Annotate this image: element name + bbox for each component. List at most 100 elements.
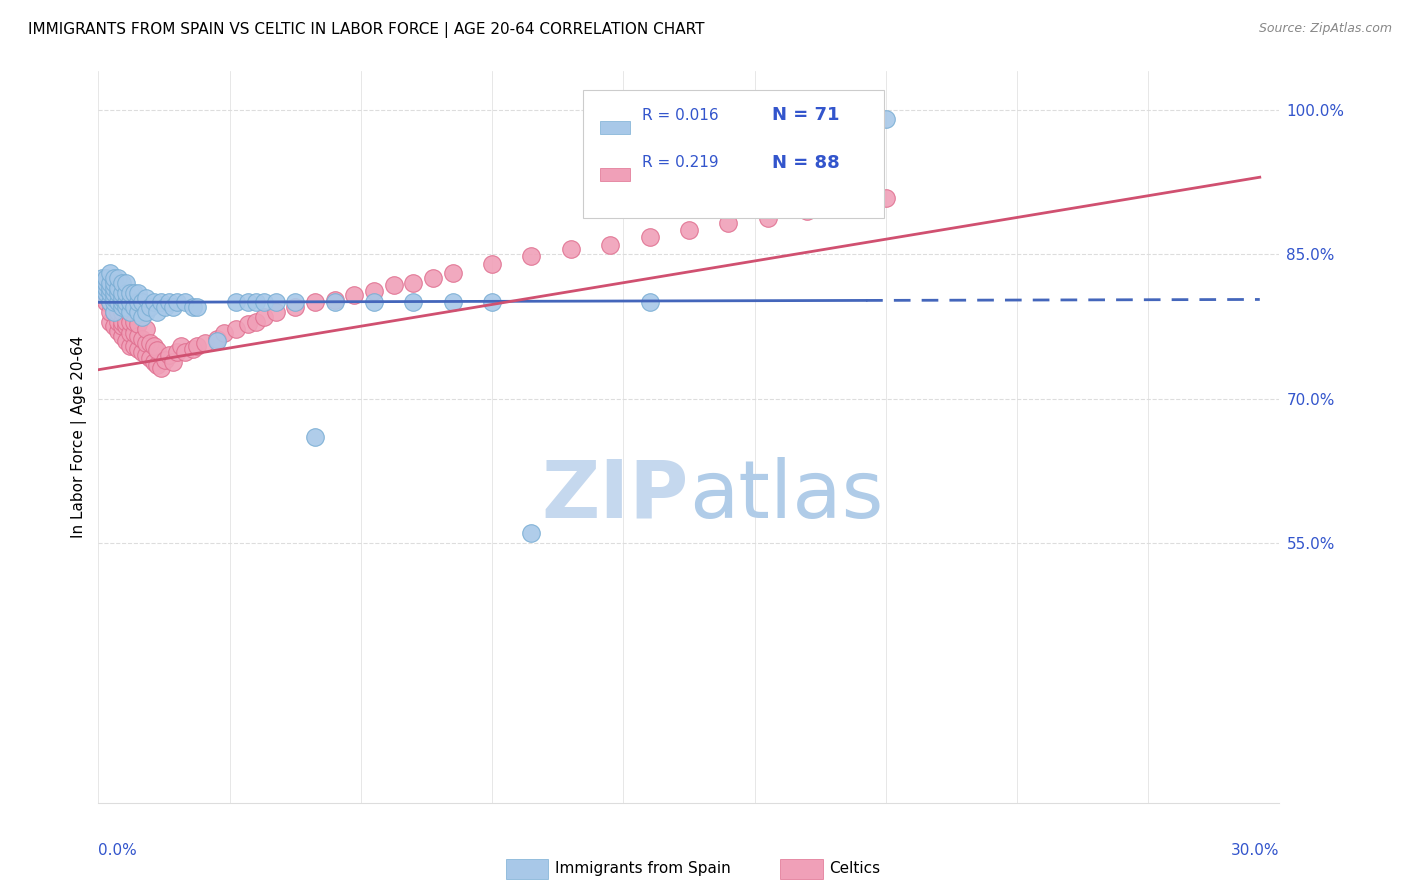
- FancyBboxPatch shape: [582, 90, 884, 218]
- Point: [146, 343, 169, 358]
- Text: IMMIGRANTS FROM SPAIN VS CELTIC IN LABOR FORCE | AGE 20-64 CORRELATION CHART: IMMIGRANTS FROM SPAIN VS CELTIC IN LABOR…: [28, 22, 704, 38]
- Y-axis label: In Labor Force | Age 20-64: In Labor Force | Age 20-64: [72, 336, 87, 538]
- Point: [131, 310, 153, 324]
- Point: [131, 332, 153, 346]
- Point: [98, 315, 121, 329]
- Point: [111, 291, 134, 305]
- Point: [96, 271, 118, 285]
- Point: [96, 276, 118, 290]
- Point: [875, 191, 897, 205]
- Point: [111, 315, 134, 329]
- Point: [118, 305, 141, 319]
- Point: [135, 322, 157, 336]
- Point: [138, 351, 160, 366]
- Point: [96, 281, 118, 295]
- FancyBboxPatch shape: [600, 169, 630, 181]
- Point: [166, 295, 188, 310]
- Text: R = 0.016: R = 0.016: [641, 108, 718, 123]
- Text: N = 88: N = 88: [772, 153, 839, 172]
- Point: [103, 276, 125, 290]
- Point: [363, 295, 385, 310]
- Point: [107, 324, 129, 338]
- Point: [599, 237, 621, 252]
- Text: 0.0%: 0.0%: [98, 843, 138, 858]
- Point: [150, 295, 173, 310]
- Point: [122, 300, 145, 314]
- Point: [103, 271, 125, 285]
- Point: [155, 353, 177, 368]
- Point: [118, 315, 141, 329]
- Point: [118, 326, 141, 340]
- Point: [107, 295, 129, 310]
- Point: [107, 315, 129, 329]
- Point: [103, 295, 125, 310]
- Point: [253, 310, 276, 324]
- Point: [245, 295, 267, 310]
- Point: [122, 285, 145, 300]
- Point: [96, 276, 118, 290]
- Text: Immigrants from Spain: Immigrants from Spain: [555, 862, 731, 876]
- Point: [135, 335, 157, 350]
- Point: [142, 339, 165, 353]
- Point: [107, 305, 129, 319]
- Point: [402, 295, 425, 310]
- Point: [127, 317, 149, 331]
- Point: [118, 305, 141, 319]
- Point: [142, 295, 165, 310]
- Point: [157, 295, 180, 310]
- Point: [122, 326, 145, 340]
- Point: [284, 300, 307, 314]
- Point: [441, 267, 464, 281]
- Point: [135, 305, 157, 319]
- Text: Source: ZipAtlas.com: Source: ZipAtlas.com: [1258, 22, 1392, 36]
- Point: [245, 315, 267, 329]
- Point: [678, 223, 700, 237]
- Point: [520, 526, 543, 541]
- Point: [135, 348, 157, 362]
- Point: [111, 300, 134, 314]
- Point: [118, 339, 141, 353]
- Point: [91, 276, 114, 290]
- Point: [422, 271, 444, 285]
- FancyBboxPatch shape: [600, 120, 630, 134]
- Point: [103, 305, 125, 319]
- Point: [638, 230, 661, 244]
- Point: [107, 271, 129, 285]
- Point: [96, 281, 118, 295]
- Point: [91, 271, 114, 285]
- Point: [115, 276, 138, 290]
- Point: [98, 285, 121, 300]
- Point: [111, 276, 134, 290]
- Point: [875, 112, 897, 127]
- Point: [236, 295, 259, 310]
- Point: [284, 295, 307, 310]
- Point: [103, 276, 125, 290]
- Point: [98, 295, 121, 310]
- Point: [127, 305, 149, 319]
- Point: [520, 249, 543, 263]
- Point: [107, 285, 129, 300]
- Point: [138, 335, 160, 350]
- Point: [115, 300, 138, 314]
- Point: [181, 342, 204, 356]
- Point: [96, 295, 118, 310]
- Point: [115, 334, 138, 348]
- Text: 30.0%: 30.0%: [1232, 843, 1279, 858]
- Point: [205, 332, 228, 346]
- Point: [96, 285, 118, 300]
- Point: [98, 276, 121, 290]
- Point: [214, 326, 236, 340]
- Point: [717, 216, 740, 230]
- Point: [382, 278, 405, 293]
- Point: [441, 295, 464, 310]
- Point: [111, 295, 134, 310]
- Point: [155, 300, 177, 314]
- Point: [98, 305, 121, 319]
- Point: [131, 345, 153, 359]
- Point: [264, 295, 287, 310]
- Point: [127, 329, 149, 343]
- Point: [174, 345, 197, 359]
- Point: [107, 281, 129, 295]
- Point: [135, 291, 157, 305]
- Text: ZIP: ZIP: [541, 457, 689, 534]
